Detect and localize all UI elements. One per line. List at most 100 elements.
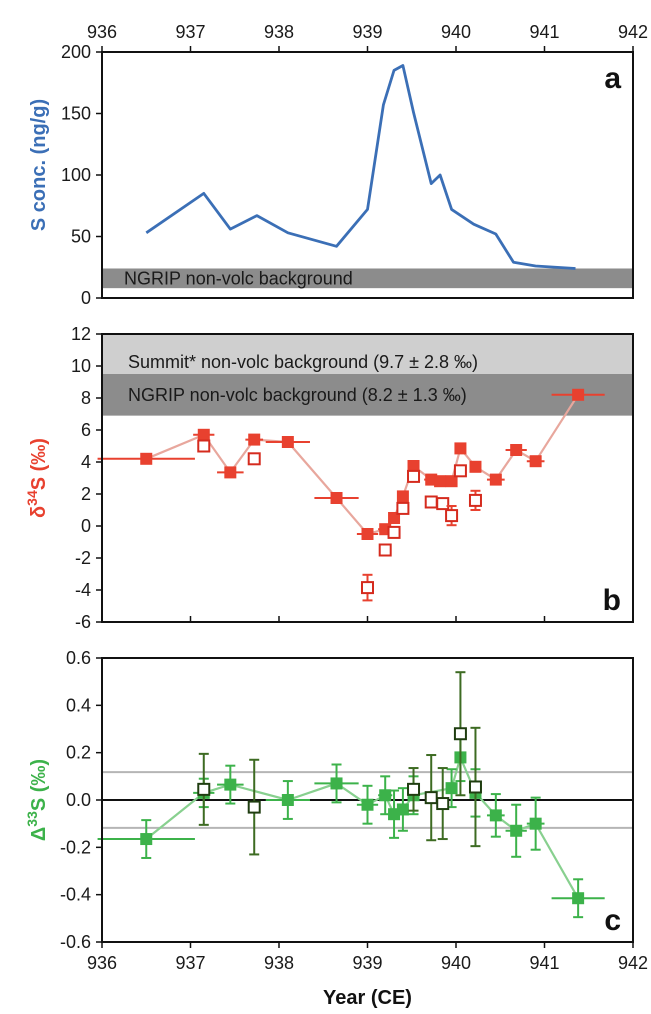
y-tick-label: 0 <box>81 288 91 308</box>
x-tick-label: 941 <box>529 953 559 973</box>
delta34s-open-point <box>424 495 438 509</box>
panel-label: a <box>604 62 621 95</box>
delta34s-point <box>140 452 153 465</box>
y-axis-label-tail: S (‰) <box>28 759 50 811</box>
y-axis-label-tail: S (‰) <box>28 438 50 490</box>
delta33s-open-point <box>197 782 211 796</box>
delta33s-point <box>379 789 392 802</box>
delta34s-point <box>434 475 447 488</box>
delta33s-point <box>140 833 153 846</box>
ngrip-band-label: NGRIP non-volc background <box>124 268 353 288</box>
delta34s-open-point <box>387 525 401 539</box>
y-tick-label: -0.6 <box>60 932 91 952</box>
y-tick-label: 8 <box>81 388 91 408</box>
delta34s-open-point <box>453 464 467 478</box>
y-tick-label: -0.2 <box>60 837 91 857</box>
delta33s-open-point <box>247 800 261 814</box>
y-tick-label: 150 <box>61 104 91 124</box>
panel-c: -0.6 -0.4 -0.2 0.0 0.2 0.4 0.6 936 937 938 939 940 9… <box>24 648 648 1009</box>
y-tick-label: 0.2 <box>66 743 91 763</box>
delta34s-point <box>529 455 542 468</box>
delta34s-point <box>388 512 401 524</box>
delta34s-point <box>197 428 210 441</box>
x-tick-label: 938 <box>264 22 294 42</box>
sulfur-concentration-line <box>145 64 576 270</box>
delta34s-point <box>330 492 343 504</box>
delta34s-point <box>469 460 482 473</box>
y-axis-label-sup: 33 <box>24 811 40 827</box>
delta33s-point <box>224 778 237 791</box>
delta33s-point <box>529 817 542 830</box>
delta34s-point <box>445 475 458 488</box>
x-tick-label: 937 <box>175 22 205 42</box>
x-tick-label: 939 <box>352 22 382 42</box>
summit-band-label: Summit* non-volc background (9.7 ± 2.8 ‰… <box>128 352 478 372</box>
delta34s-open-point <box>436 497 450 511</box>
delta34s-point <box>361 528 374 540</box>
x-tick-label: 936 <box>87 953 117 973</box>
y-tick-label: 10 <box>71 356 91 376</box>
x-axis-label: Year (CE) <box>323 987 412 1009</box>
delta33s-open-point <box>424 791 438 805</box>
y-tick-label: 12 <box>71 324 91 344</box>
y-axis-label-main: Δ <box>28 827 50 841</box>
x-tick-label: 941 <box>529 22 559 42</box>
ngrip-band <box>102 268 633 289</box>
delta33s-point <box>281 794 294 806</box>
y-tick-label: 4 <box>81 452 91 472</box>
delta34s-point <box>572 388 585 401</box>
y-tick-label: 0 <box>81 516 91 536</box>
delta34s-connector-line <box>145 394 580 536</box>
panel-b: -6 -4 -2 0 2 4 6 8 10 12 Summit* non-volc backgrou… <box>24 324 634 632</box>
delta34s-open-point <box>361 581 374 595</box>
ngrip-band-label: NGRIP non-volc background (8.2 ± 1.3 ‰) <box>128 385 467 405</box>
delta34s-open-point <box>468 493 482 507</box>
y-tick-label: -4 <box>75 580 91 600</box>
delta34s-open-point <box>247 452 261 466</box>
x-tick-label: 940 <box>441 22 471 42</box>
y-tick-label: 100 <box>61 165 91 185</box>
delta34s-open-point <box>396 501 410 515</box>
delta33s-point <box>572 892 585 905</box>
delta33s-point <box>445 782 458 795</box>
delta34s-open-point <box>378 543 392 557</box>
delta34s-point <box>224 466 237 479</box>
y-axis-label-sup: 34 <box>24 490 40 506</box>
panel-label: b <box>603 584 621 617</box>
delta33s-point <box>489 809 502 822</box>
panel-label: c <box>604 904 621 937</box>
x-tick-label: 939 <box>352 953 382 973</box>
y-tick-label: 0.6 <box>66 648 91 668</box>
delta34s-point <box>489 473 502 486</box>
y-tick-label: -0.4 <box>60 885 91 905</box>
y-tick-label: 2 <box>81 484 91 504</box>
y-tick-label: 50 <box>71 227 91 247</box>
x-tick-label: 942 <box>618 22 648 42</box>
delta34s-point <box>454 442 467 455</box>
y-tick-label: -2 <box>75 548 91 568</box>
y-axis-label: Δ33S (‰) <box>24 759 50 841</box>
delta34s-open-point <box>407 469 421 483</box>
x-tick-label: 942 <box>618 953 648 973</box>
y-tick-label: -6 <box>75 612 91 632</box>
delta33s-point <box>510 824 523 837</box>
delta34s-point <box>248 433 261 446</box>
delta33s-point <box>330 777 343 790</box>
panel-a: 0 50 100 150 200 NGRIP non-volc background 936… <box>28 22 648 308</box>
y-axis-label: δ34S (‰) <box>24 438 50 518</box>
plot-frame <box>101 51 634 299</box>
delta33s-point <box>396 803 409 816</box>
delta33s-open-point <box>468 780 482 794</box>
delta34s-point <box>396 490 409 503</box>
y-tick-label: 200 <box>61 42 91 62</box>
y-axis-label: S conc. (ng/g) <box>28 99 50 231</box>
x-tick-label: 940 <box>441 953 471 973</box>
delta33s-point <box>361 798 374 811</box>
delta33s-open-point <box>436 797 450 811</box>
x-tick-label: 938 <box>264 953 294 973</box>
delta34s-point <box>407 460 420 472</box>
x-tick-label: 936 <box>87 22 117 42</box>
delta33s-open-point <box>453 727 467 741</box>
y-tick-label: 0.0 <box>66 790 91 810</box>
